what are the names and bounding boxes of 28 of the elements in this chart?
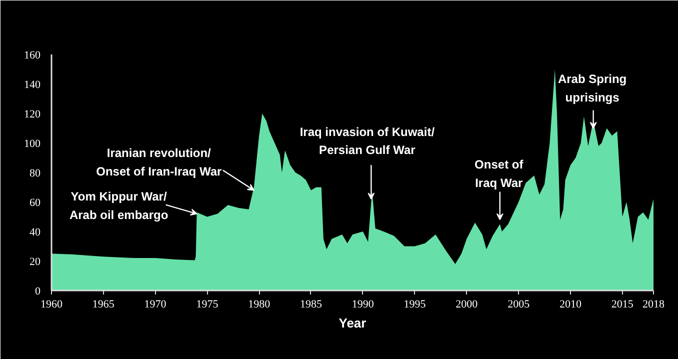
x-tick-label: 1960 (40, 298, 63, 310)
x-tick-label: 1990 (352, 298, 374, 310)
annotation: Arab Spring uprisings (558, 72, 627, 104)
x-tick-label: 1985 (300, 298, 322, 310)
x-tick-label: 2010 (559, 298, 582, 310)
y-tick-label: 40 (30, 226, 41, 238)
x-tick-label: 1980 (248, 298, 271, 310)
annotation: Iraq invasion of Kuwait/ Persian Gulf War (300, 124, 436, 158)
y-tick-label: 0 (35, 286, 41, 298)
x-tick-label: 1995 (404, 298, 426, 310)
y-tick-label: 60 (30, 197, 41, 209)
x-tick-label: 1965 (92, 298, 115, 310)
annotation: Onset of Iraq War (474, 158, 524, 190)
y-tick-label: 80 (30, 168, 41, 180)
y-tick-label: 160 (24, 50, 41, 62)
x-tick-label: 2015 (611, 298, 634, 310)
x-tick-label: 1970 (144, 298, 167, 310)
x-tick-label: 1975 (196, 298, 219, 310)
x-tick-label: 2018 (642, 298, 665, 310)
x-tick-label: 2005 (508, 298, 530, 310)
annotation: Iranian revolution/ Onset of Iran-Iraq War (96, 146, 222, 178)
y-tick-label: 20 (30, 256, 41, 268)
y-tick-label: 100 (24, 138, 41, 150)
x-tick-label: 2000 (456, 298, 478, 310)
y-tick-label: 120 (24, 108, 41, 120)
annotation: Yom Kippur War/ Arab oil embargo (69, 190, 168, 222)
x-axis-title: Year (338, 316, 366, 330)
y-tick-label: 140 (24, 79, 41, 91)
